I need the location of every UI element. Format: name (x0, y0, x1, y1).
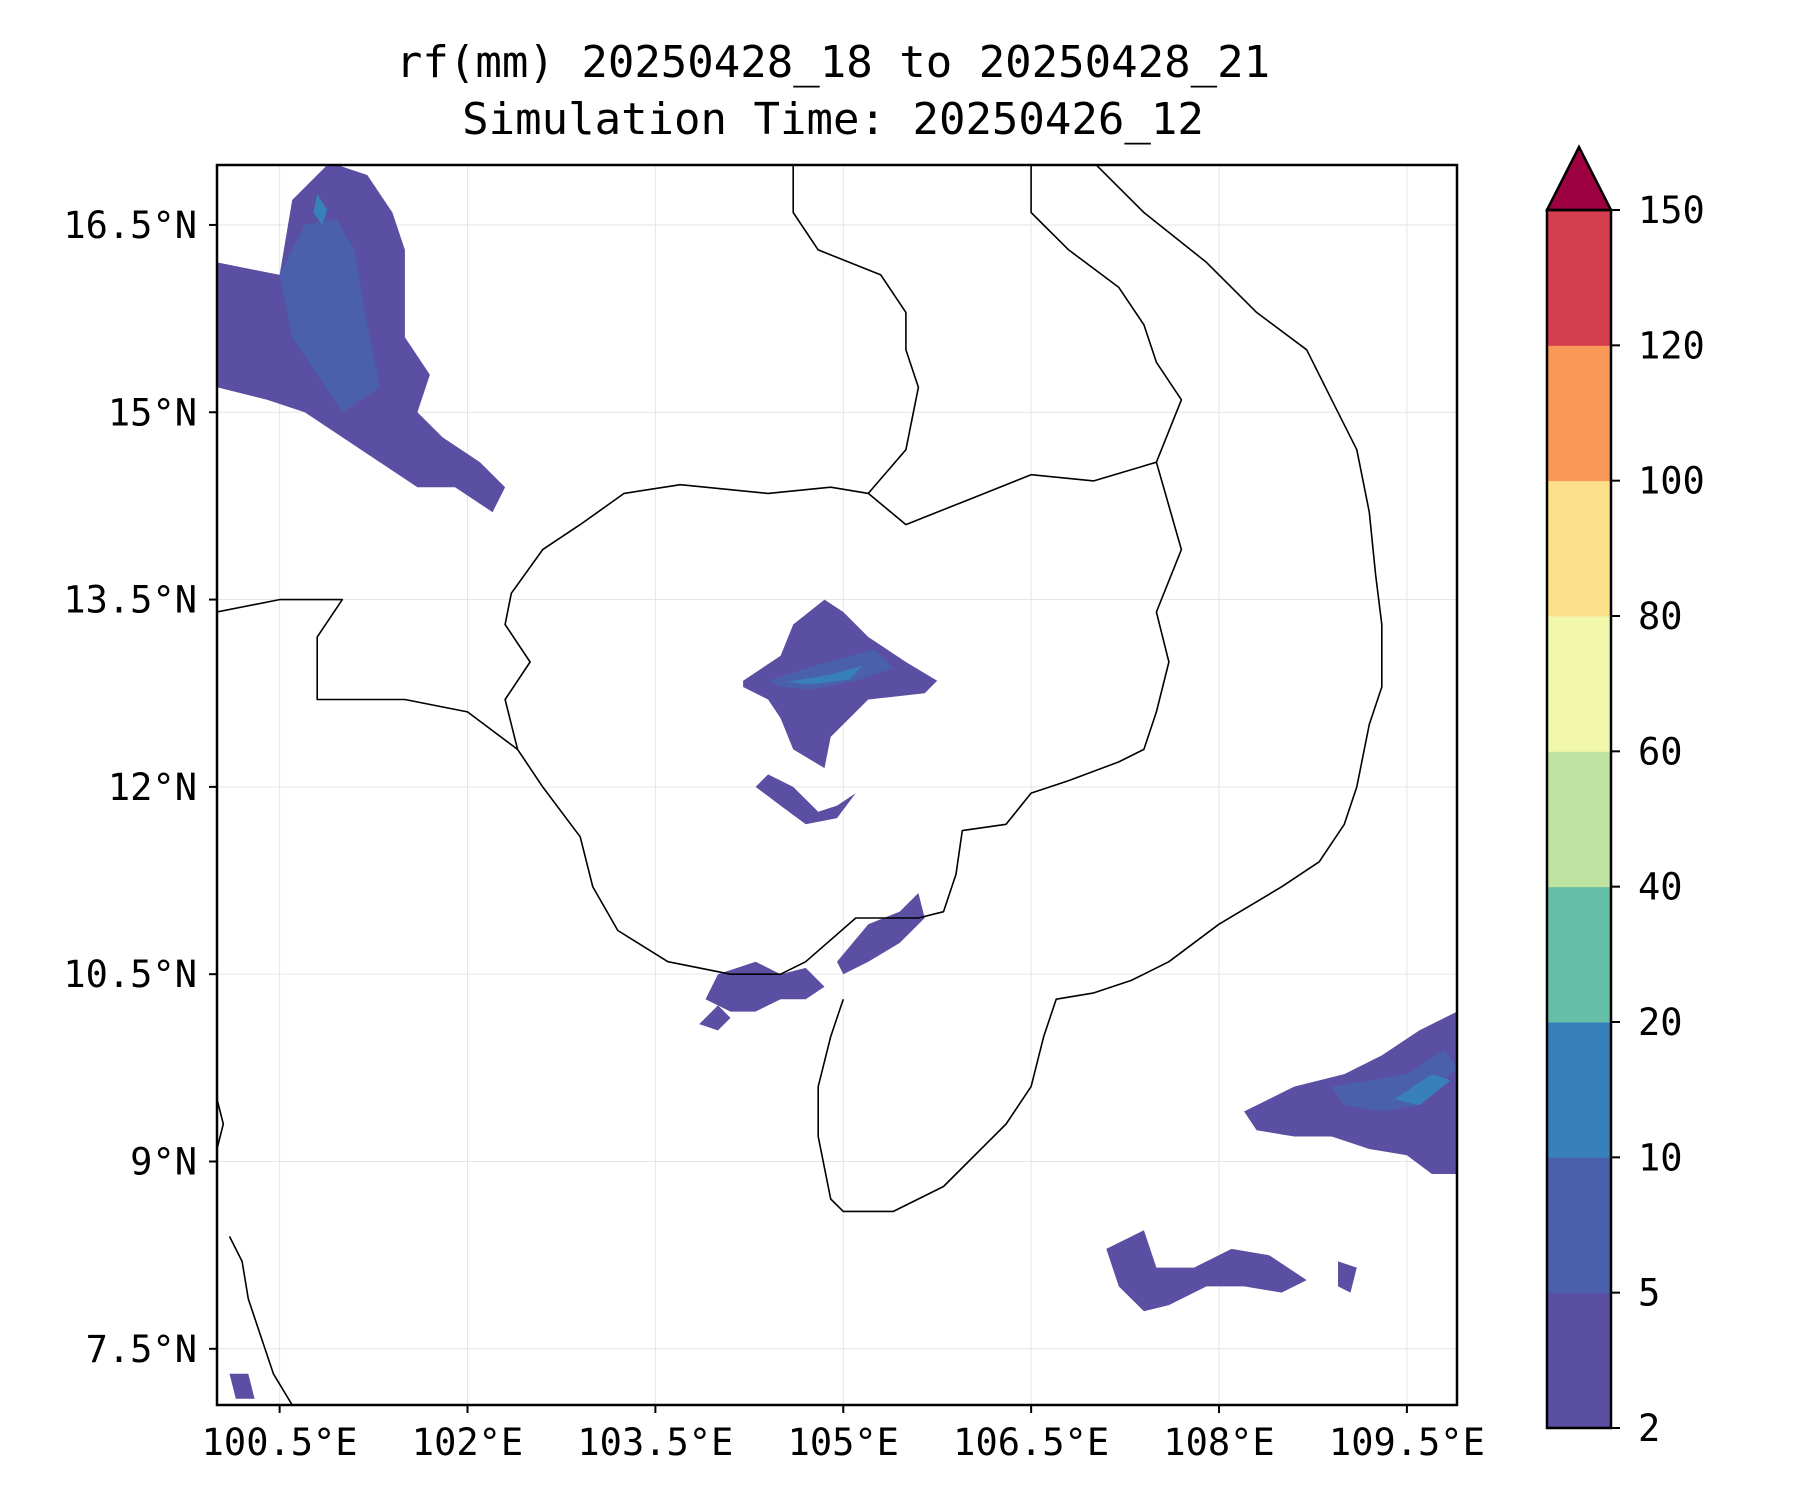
colorbar-tick-label: 5 (1638, 1272, 1660, 1315)
coastlines-and-borders (217, 165, 1383, 1405)
y-tick-label: 9°N (130, 1140, 197, 1183)
colorbar-bin (1547, 751, 1611, 888)
colorbar-bin (1547, 345, 1611, 482)
rain-area (705, 961, 825, 1012)
colorbar-bin (1547, 1292, 1611, 1429)
colorbar-tick-label: 20 (1638, 1001, 1683, 1044)
border-line (504, 461, 1183, 975)
rain-area (229, 1373, 255, 1399)
colorbar-tick-label: 40 (1638, 866, 1683, 909)
colorbar-bin (1547, 1157, 1611, 1294)
x-tick-label: 108°E (1163, 1421, 1274, 1464)
colorbar-tick-label: 60 (1638, 730, 1683, 773)
y-tick-label: 15°N (108, 391, 197, 434)
colorbar-tick-label: 2 (1638, 1407, 1660, 1450)
border-line (1030, 165, 1183, 463)
border-line (228, 1236, 293, 1405)
x-tick-label: 106.5°E (953, 1421, 1109, 1464)
rain-area (743, 599, 938, 769)
colorbar-bin (1547, 1022, 1611, 1158)
map-gridlines (217, 165, 1457, 1405)
border-line (817, 165, 1383, 1213)
colorbar-bin (1547, 480, 1611, 617)
map-frame (215, 163, 1459, 1407)
x-tick-label: 102°E (412, 1421, 523, 1464)
title-line-1: rf(mm) 20250428_18 to 20250428_21 (396, 37, 1270, 88)
rain-area (279, 218, 380, 413)
colorbar-tick-label: 150 (1638, 189, 1705, 232)
y-tick-label: 10.5°N (63, 953, 197, 996)
x-axis-ticks: 100.5°E 102°E 103.5°E 105°E 106.5°E 108°E 109.… (202, 1405, 1485, 1464)
rain-area (786, 665, 863, 685)
rain-area (313, 193, 328, 225)
colorbar-tick-label: 10 (1638, 1136, 1683, 1179)
colorbar-tick-label: 120 (1638, 324, 1705, 367)
colorbar-bin (1547, 616, 1611, 752)
y-tick-label: 7.5°N (86, 1328, 197, 1371)
rain-area (1394, 1074, 1451, 1106)
title-line-2: Simulation Time: 20250426_12 (462, 94, 1204, 145)
x-tick-label: 109.5°E (1329, 1421, 1485, 1464)
colorbar-extend-arrow (1544, 144, 1614, 212)
y-tick-label: 16.5°N (63, 204, 197, 247)
border-line (792, 165, 920, 494)
rain-area (755, 774, 856, 825)
x-tick-label: 100.5°E (202, 1421, 358, 1464)
y-tick-label: 13.5°N (63, 579, 197, 622)
rain-area (837, 893, 925, 975)
colorbar-frame (1545, 208, 1613, 1430)
x-tick-label: 103.5°E (577, 1421, 733, 1464)
border-line (217, 1098, 225, 1150)
colorbar: 2 5 10 20 40 60 80 100 120 150 (1544, 144, 1705, 1450)
colorbar-bin (1547, 886, 1611, 1023)
rain-area (768, 649, 894, 690)
x-tick-label: 105°E (788, 1421, 899, 1464)
border-line (217, 598, 519, 751)
colorbar-tick-label: 100 (1638, 460, 1705, 503)
rainfall-contours (217, 165, 1457, 1399)
y-tick-label: 12°N (108, 766, 197, 809)
rain-area (699, 1005, 731, 1031)
y-axis-ticks: 16.5°N 15°N 13.5°N 12°N 10.5°N 9°N 7.5°N (63, 204, 217, 1371)
rain-area (1338, 1261, 1357, 1293)
colorbar-bin (1547, 210, 1611, 346)
colorbar-tick-label: 80 (1638, 595, 1683, 638)
rain-area (1106, 1230, 1307, 1312)
